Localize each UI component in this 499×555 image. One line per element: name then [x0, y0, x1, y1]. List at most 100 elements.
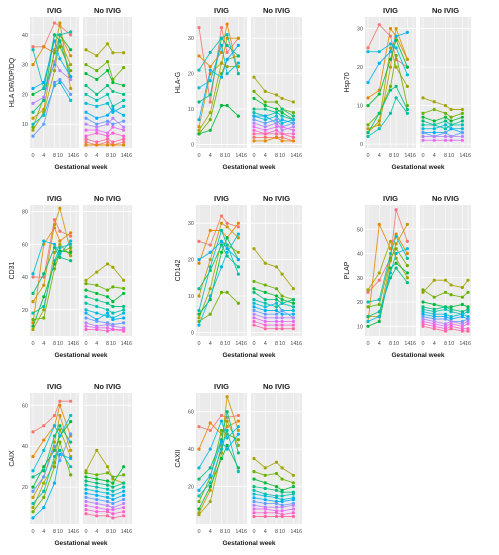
- data-point: [263, 132, 267, 136]
- x-tick-label: 16: [241, 341, 247, 347]
- data-point: [449, 107, 453, 112]
- data-point: [291, 492, 295, 496]
- data-point: [432, 314, 436, 319]
- data-point: [460, 295, 464, 299]
- data-point: [280, 319, 284, 324]
- data-point: [69, 413, 73, 418]
- data-point: [197, 316, 201, 320]
- data-point: [291, 287, 295, 291]
- data-point: [122, 140, 126, 144]
- data-point: [460, 329, 464, 333]
- data-point: [263, 121, 267, 125]
- data-point: [225, 250, 229, 254]
- data-point: [280, 312, 284, 316]
- x-tick-label: 10: [279, 529, 285, 535]
- data-point: [84, 282, 88, 286]
- data-point: [52, 242, 57, 246]
- data-point: [84, 487, 88, 491]
- y-tick-label: 20: [357, 65, 363, 71]
- data-point: [432, 134, 436, 139]
- data-point: [252, 287, 256, 291]
- data-point: [263, 466, 267, 470]
- data-point: [432, 327, 436, 331]
- data-point: [84, 122, 88, 126]
- data-point: [443, 290, 448, 294]
- data-point: [84, 48, 88, 52]
- data-point: [111, 104, 115, 108]
- data-point: [280, 121, 284, 125]
- data-point: [388, 247, 393, 251]
- data-point: [280, 132, 284, 136]
- data-point: [84, 508, 88, 512]
- data-point: [421, 307, 425, 311]
- y-tick-label: 80: [22, 210, 28, 216]
- data-point: [252, 114, 256, 118]
- data-point: [466, 310, 470, 314]
- x-tick-label: 14: [235, 341, 241, 347]
- data-point: [443, 104, 448, 108]
- data-point: [197, 100, 201, 104]
- data-point: [449, 314, 453, 319]
- data-point: [366, 324, 370, 328]
- data-point: [122, 473, 126, 477]
- data-point: [263, 298, 267, 302]
- data-point: [405, 84, 409, 88]
- data-point: [52, 454, 57, 459]
- data-point: [449, 283, 453, 287]
- data-point: [84, 324, 88, 328]
- data-point: [105, 510, 110, 514]
- data-point: [42, 86, 46, 91]
- data-point: [84, 143, 88, 147]
- data-point: [432, 107, 436, 112]
- data-point: [31, 324, 35, 328]
- data-point: [52, 413, 57, 418]
- data-point: [52, 424, 57, 428]
- data-point: [69, 48, 73, 52]
- data-point: [42, 506, 46, 510]
- data-point: [366, 80, 370, 85]
- data-point: [52, 60, 57, 64]
- data-point: [42, 438, 46, 442]
- data-point: [95, 448, 99, 452]
- data-point: [84, 134, 88, 138]
- x-tick-label: 10: [110, 529, 116, 535]
- data-point: [42, 95, 46, 99]
- data-point: [197, 323, 201, 327]
- x-tick-label: 14: [459, 153, 465, 159]
- x-tick-label: 0: [366, 153, 369, 159]
- data-point: [197, 477, 201, 481]
- data-point: [208, 484, 212, 489]
- data-point: [291, 121, 295, 125]
- data-point: [263, 507, 267, 511]
- data-point: [274, 327, 279, 331]
- data-point: [366, 127, 370, 131]
- data-point: [291, 319, 295, 324]
- data-point: [421, 288, 425, 292]
- data-point: [122, 514, 126, 518]
- data-point: [95, 514, 99, 518]
- data-point: [69, 86, 73, 91]
- data-point: [443, 134, 448, 139]
- data-point: [449, 138, 453, 142]
- data-point: [84, 116, 88, 120]
- data-point: [252, 305, 256, 309]
- data-point: [84, 491, 88, 495]
- data-point: [105, 314, 110, 318]
- data-point: [52, 259, 57, 263]
- data-point: [366, 288, 370, 292]
- data-point: [443, 130, 448, 135]
- data-point: [197, 507, 201, 511]
- data-point: [84, 301, 88, 305]
- data-point: [42, 98, 46, 102]
- strip-label: IVIG: [214, 382, 229, 391]
- data-point: [219, 290, 224, 294]
- data-point: [421, 305, 425, 309]
- data-point: [236, 470, 240, 474]
- strip-label: IVIG: [214, 6, 229, 15]
- data-point: [208, 421, 212, 425]
- data-point: [95, 128, 99, 132]
- x-tick-label: 4: [209, 341, 212, 347]
- x-tick-label: 10: [224, 529, 230, 535]
- data-point: [236, 301, 240, 305]
